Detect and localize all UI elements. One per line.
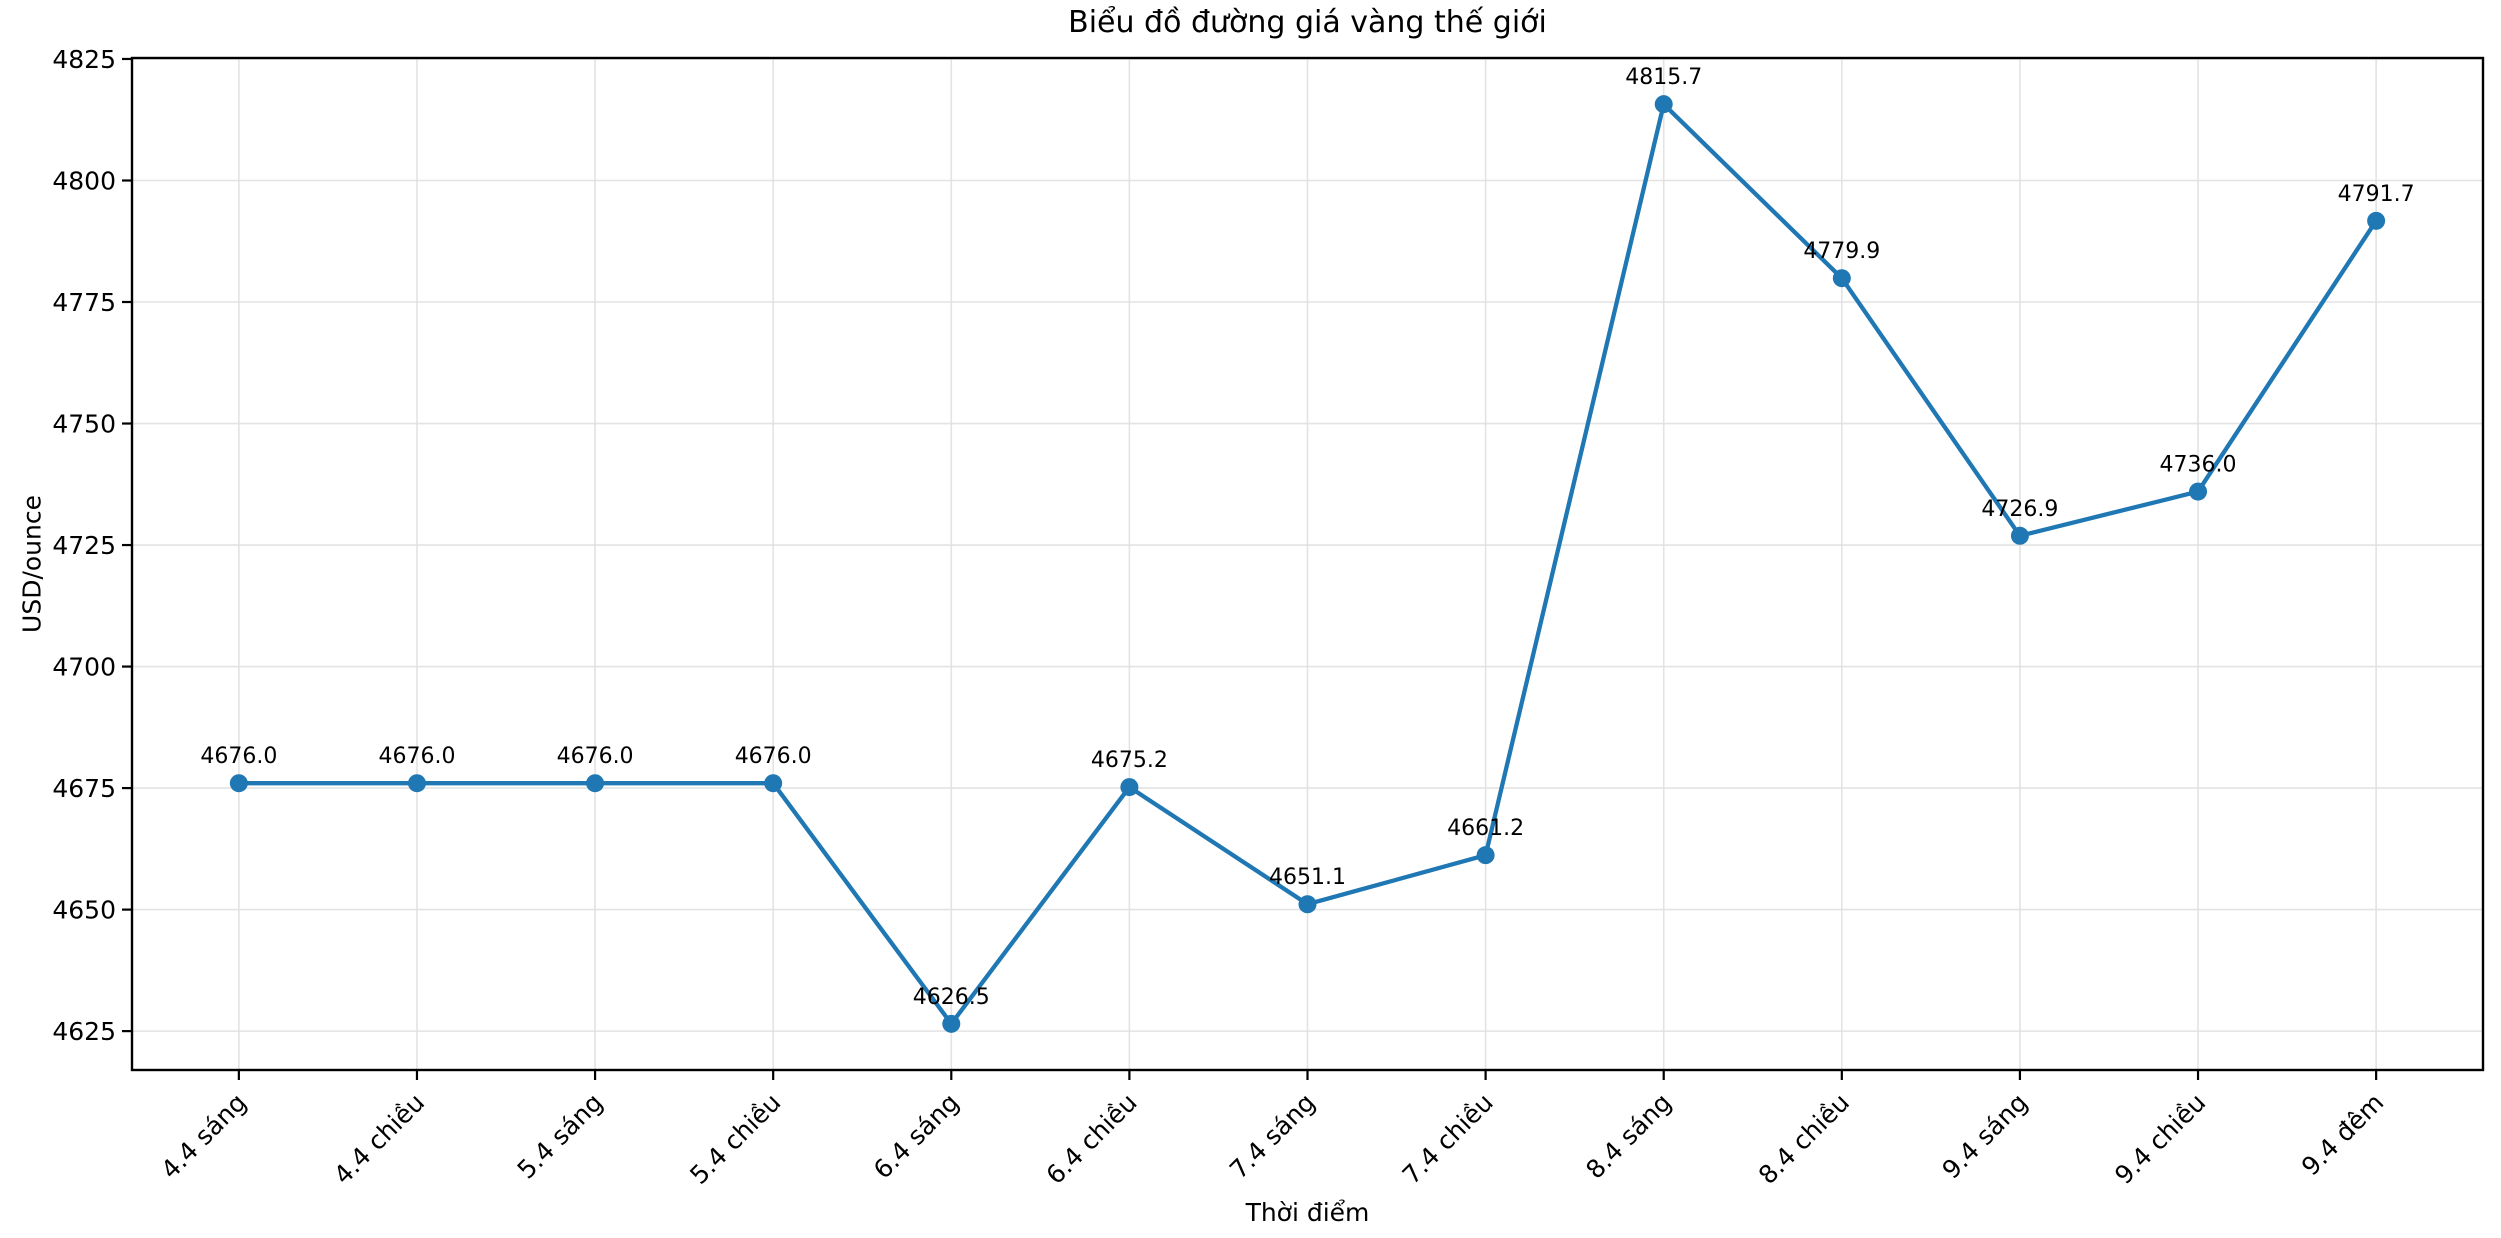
point-value-label: 4736.0 xyxy=(2160,453,2237,478)
x-tick-label: 4.4 chiều xyxy=(328,1088,430,1190)
data-point-marker xyxy=(764,774,783,793)
point-value-label: 4676.0 xyxy=(735,744,812,769)
point-value-label: 4676.0 xyxy=(200,744,277,769)
x-axis-ticks: 4.4 sáng 4.4 chiều 5.4 sáng 5.4 chiều 6.4 sá… xyxy=(155,1070,2389,1190)
x-tick-label: 6.4 sáng xyxy=(868,1088,965,1185)
y-tick-label: 4700 xyxy=(52,653,116,682)
x-tick-label: 6.4 chiều xyxy=(1040,1088,1142,1190)
point-value-label: 4675.2 xyxy=(1091,748,1168,773)
y-axis-label: USD/ounce xyxy=(17,495,47,633)
x-tick-label: 8.4 sáng xyxy=(1580,1088,1677,1185)
data-point-marker xyxy=(942,1014,961,1033)
point-value-label: 4726.9 xyxy=(1981,497,2058,522)
data-point-marker xyxy=(586,774,605,793)
point-value-label: 4815.7 xyxy=(1625,65,1702,90)
y-tick-label: 4625 xyxy=(52,1017,116,1046)
point-value-labels: 4676.0 4676.0 4676.0 4676.0 4626.5 4675.2 4651… xyxy=(200,65,2414,1010)
y-tick-label: 4800 xyxy=(52,166,116,195)
data-point-marker xyxy=(229,774,248,793)
data-point-marker xyxy=(1654,95,1673,114)
point-value-label: 4661.2 xyxy=(1447,816,1524,841)
y-tick-label: 4825 xyxy=(52,45,116,74)
y-tick-label: 4725 xyxy=(52,531,116,560)
x-axis-label: Thời điểm xyxy=(1245,1198,1370,1227)
data-point-marker xyxy=(407,774,426,793)
data-point-marker xyxy=(2010,526,2029,545)
x-tick-label: 9.4 đêm xyxy=(2296,1088,2390,1182)
x-tick-label: 5.4 chiều xyxy=(684,1088,786,1190)
data-point-marker xyxy=(1120,778,1139,797)
point-value-label: 4676.0 xyxy=(557,744,634,769)
x-tick-label: 4.4 sáng xyxy=(155,1088,252,1185)
y-tick-label: 4650 xyxy=(52,896,116,925)
x-tick-label: 5.4 sáng xyxy=(512,1088,609,1185)
x-tick-label: 7.4 sáng xyxy=(1224,1088,1321,1185)
x-tick-label: 7.4 chiều xyxy=(1397,1088,1499,1190)
data-point-marker xyxy=(2189,482,2208,501)
data-point-marker xyxy=(2367,211,2386,230)
x-tick-label: 9.4 chiều xyxy=(2109,1088,2211,1190)
point-value-label: 4779.9 xyxy=(1803,239,1880,264)
data-points xyxy=(229,95,2386,1033)
x-tick-label: 9.4 sáng xyxy=(1936,1088,2033,1185)
data-point-marker xyxy=(1476,846,1495,865)
data-point-marker xyxy=(1832,269,1851,288)
point-value-label: 4676.0 xyxy=(378,744,455,769)
y-tick-label: 4675 xyxy=(52,774,116,803)
y-axis-ticks: 4625 4650 4675 4700 4725 4750 4775 4800 4825 xyxy=(52,45,132,1046)
x-tick-label: 8.4 chiều xyxy=(1753,1088,1855,1190)
chart-title: Biểu đồ đường giá vàng thế giới xyxy=(1068,5,1547,40)
y-tick-label: 4775 xyxy=(52,288,116,317)
y-tick-label: 4750 xyxy=(52,410,116,439)
point-value-label: 4651.1 xyxy=(1269,865,1346,890)
point-value-label: 4626.5 xyxy=(913,985,990,1010)
grid-lines xyxy=(132,58,2483,1070)
data-point-marker xyxy=(1298,895,1317,914)
point-value-label: 4791.7 xyxy=(2338,182,2415,207)
